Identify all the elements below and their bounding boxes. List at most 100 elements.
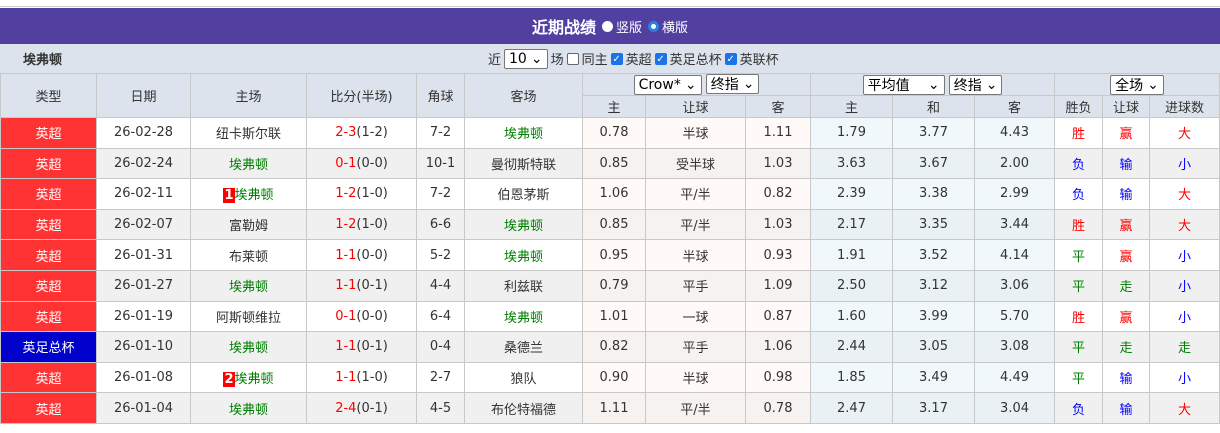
odds-cell[interactable]: 2.00: [974, 147, 1056, 180]
league-cell[interactable]: 英超: [0, 239, 97, 271]
table-row[interactable]: 英足总杯 26-01-10 埃弗顿 1-1(0-1) 0-4 桑德兰 0.82 平手…: [0, 331, 1220, 363]
odds-cell[interactable]: 2.44: [810, 331, 894, 363]
away-team[interactable]: 埃弗顿: [503, 127, 543, 143]
odds-cell[interactable]: 1.03: [744, 208, 812, 241]
odds-cell[interactable]: 3.63: [810, 147, 894, 180]
odds-cell[interactable]: 3.05: [892, 331, 976, 363]
avg-odds-type-select[interactable]: 终指 ⌄: [948, 74, 1003, 95]
league-cell[interactable]: 英足总杯: [0, 331, 97, 363]
same-home-checkbox[interactable]: [566, 52, 579, 65]
home-team-cell[interactable]: 埃弗顿: [190, 331, 307, 363]
table-row[interactable]: 英超 26-01-27 埃弗顿 1-1(0-1) 4-4 利兹联 0.79 平手 1.…: [0, 269, 1220, 302]
home-team[interactable]: 埃弗顿: [228, 341, 268, 357]
odds-cell[interactable]: 平/半: [645, 178, 746, 210]
odds-cell[interactable]: 半球: [645, 117, 746, 149]
away-team-cell[interactable]: 曼彻斯特联: [464, 147, 583, 180]
odds-cell[interactable]: 3.08: [974, 331, 1056, 363]
away-team-cell[interactable]: 埃弗顿: [464, 208, 583, 241]
odds-cell[interactable]: 平手: [645, 269, 746, 302]
league-cell[interactable]: 英超: [0, 300, 97, 333]
odds-cell[interactable]: 1.11: [582, 392, 646, 424]
home-team-cell[interactable]: 富勒姆: [190, 208, 307, 241]
league-cell[interactable]: 英超: [0, 208, 97, 241]
odds-cell[interactable]: 平/半: [645, 392, 746, 424]
odds-cell[interactable]: 3.44: [974, 208, 1056, 241]
league-cell[interactable]: 英超: [0, 269, 97, 302]
home-team[interactable]: 布莱顿: [228, 249, 268, 265]
odds-cell[interactable]: 4.43: [974, 117, 1056, 149]
score-cell[interactable]: 0-1(0-0): [306, 300, 417, 333]
odds-cell[interactable]: 1.06: [582, 178, 646, 210]
odds-cell[interactable]: 2.17: [810, 208, 894, 241]
score-cell[interactable]: 1-2(1-0): [306, 208, 417, 241]
home-team[interactable]: 富勒姆: [228, 219, 268, 235]
away-team-cell[interactable]: 布伦特福德: [464, 392, 583, 424]
league-cup-checkbox[interactable]: ✓: [724, 52, 737, 65]
table-row[interactable]: 英超 26-01-31 布莱顿 1-1(0-0) 5-2 埃弗顿 0.95 半球 0.…: [0, 239, 1220, 271]
odds-cell[interactable]: 1.91: [810, 239, 894, 271]
away-team-cell[interactable]: 埃弗顿: [464, 300, 583, 333]
away-team[interactable]: 利兹联: [503, 280, 543, 296]
odds-cell[interactable]: 0.79: [582, 269, 646, 302]
odds-cell[interactable]: 4.49: [974, 361, 1056, 394]
away-team-cell[interactable]: 桑德兰: [464, 331, 583, 363]
odds-type-select[interactable]: 终指 ⌄: [705, 74, 760, 94]
odds-cell[interactable]: 平/半: [645, 208, 746, 241]
home-team[interactable]: 埃弗顿: [228, 402, 268, 418]
table-row[interactable]: 英超 26-02-28 纽卡斯尔联 2-3(1-2) 7-2 埃弗顿 0.78 半球…: [0, 117, 1220, 149]
home-team[interactable]: 埃弗顿: [228, 157, 268, 173]
odds-cell[interactable]: 2.99: [974, 178, 1056, 210]
score-cell[interactable]: 1-1(0-0): [306, 239, 417, 271]
odds-cell[interactable]: 0.87: [744, 300, 812, 333]
away-team-cell[interactable]: 埃弗顿: [464, 117, 583, 149]
away-team[interactable]: 布伦特福德: [490, 402, 556, 418]
odds-cell[interactable]: 1.11: [744, 117, 812, 149]
company-select[interactable]: Crow* ⌄: [633, 75, 702, 95]
table-row[interactable]: 英超 26-02-11 1埃弗顿 1-2(1-0) 7-2 伯恩茅斯 1.06 平/…: [0, 178, 1220, 210]
odds-cell[interactable]: 半球: [645, 361, 746, 394]
odds-cell[interactable]: 1.03: [744, 147, 812, 180]
score-cell[interactable]: 0-1(0-0): [306, 147, 417, 180]
odds-cell[interactable]: 一球: [645, 300, 746, 333]
odds-cell[interactable]: 3.17: [892, 392, 976, 424]
away-team[interactable]: 伯恩茅斯: [497, 188, 550, 204]
home-team-cell[interactable]: 1埃弗顿: [190, 178, 307, 210]
odds-cell[interactable]: 1.09: [744, 269, 812, 302]
away-team-cell[interactable]: 埃弗顿: [464, 239, 583, 271]
fa-cup-checkbox[interactable]: ✓: [654, 52, 667, 65]
away-team[interactable]: 埃弗顿: [503, 310, 543, 326]
score-cell[interactable]: 1-2(1-0): [306, 178, 417, 210]
odds-cell[interactable]: 2.47: [810, 392, 894, 424]
odds-cell[interactable]: 1.60: [810, 300, 894, 333]
odds-cell[interactable]: 0.98: [744, 361, 812, 394]
odds-cell[interactable]: 3.38: [892, 178, 976, 210]
odds-cell[interactable]: 0.78: [744, 392, 812, 424]
away-team[interactable]: 埃弗顿: [503, 249, 543, 265]
odds-cell[interactable]: 3.06: [974, 269, 1056, 302]
radio-icon[interactable]: [648, 20, 659, 32]
odds-cell[interactable]: 0.90: [582, 361, 646, 394]
odds-cell[interactable]: 0.82: [744, 178, 812, 210]
away-team[interactable]: 埃弗顿: [503, 219, 543, 235]
league-cell[interactable]: 英超: [0, 392, 97, 424]
odds-cell[interactable]: 2.50: [810, 269, 894, 302]
league-cell[interactable]: 英超: [0, 178, 97, 210]
odds-cell[interactable]: 0.95: [582, 239, 646, 271]
table-row[interactable]: 英超 26-01-04 埃弗顿 2-4(0-1) 4-5 布伦特福德 1.11 平/…: [0, 392, 1220, 424]
view-horizontal-radio[interactable]: 横版: [648, 17, 688, 36]
score-cell[interactable]: 2-4(0-1): [306, 392, 417, 424]
match-count-select[interactable]: 10 ⌄: [504, 48, 548, 69]
odds-cell[interactable]: 3.04: [974, 392, 1056, 424]
home-team-cell[interactable]: 纽卡斯尔联: [190, 117, 307, 149]
odds-cell[interactable]: 0.78: [582, 117, 646, 149]
league-cell[interactable]: 英超: [0, 147, 97, 180]
table-row[interactable]: 英超 26-02-07 富勒姆 1-2(1-0) 6-6 埃弗顿 0.85 平/半 1…: [0, 208, 1220, 241]
odds-cell[interactable]: 1.79: [810, 117, 894, 149]
away-team[interactable]: 狼队: [510, 372, 537, 388]
home-team[interactable]: 埃弗顿: [234, 188, 274, 204]
home-team[interactable]: 纽卡斯尔联: [215, 127, 281, 143]
home-team-cell[interactable]: 埃弗顿: [190, 392, 307, 424]
home-team-cell[interactable]: 2埃弗顿: [190, 361, 307, 394]
table-row[interactable]: 英超 26-02-24 埃弗顿 0-1(0-0) 10-1 曼彻斯特联 0.85 受…: [0, 147, 1220, 180]
odds-cell[interactable]: 0.85: [582, 208, 646, 241]
